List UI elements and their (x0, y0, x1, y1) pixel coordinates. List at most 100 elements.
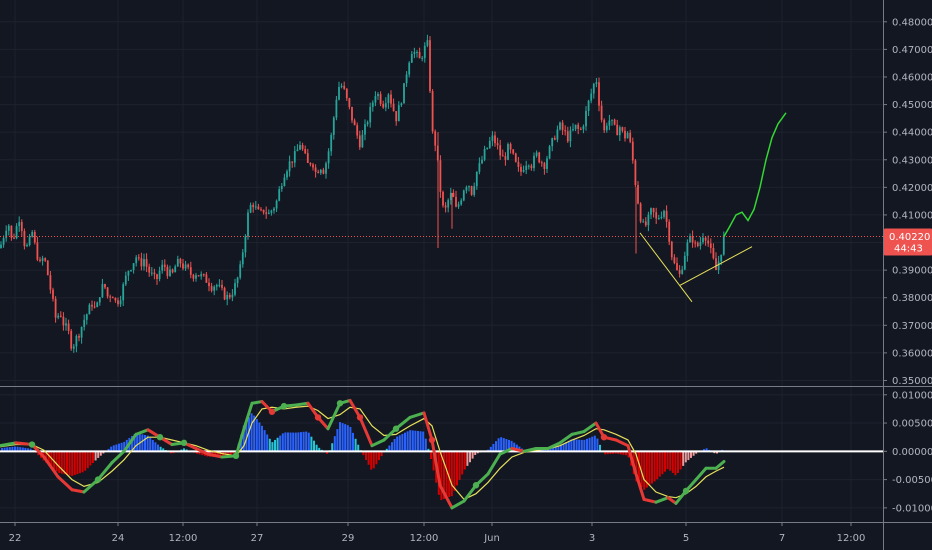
histogram-bar (131, 435, 133, 452)
candle-body (340, 85, 343, 88)
candle-body (387, 94, 390, 104)
candle-body (369, 106, 372, 123)
candle-body (504, 156, 507, 160)
candle-body (377, 94, 379, 97)
histogram-bar (578, 439, 581, 452)
candle-body (215, 285, 218, 287)
candle-body (676, 263, 678, 271)
candle-body (265, 212, 268, 214)
histogram-bar (71, 451, 74, 476)
cross-dot (232, 452, 240, 460)
histogram-bar (573, 439, 575, 452)
candle-body (702, 237, 704, 243)
candle-body (145, 259, 148, 267)
candle-body (473, 186, 476, 195)
histogram-bar (297, 432, 300, 452)
histogram-bar (92, 451, 94, 463)
fast-line-segment (546, 441, 562, 450)
candle-body (57, 315, 60, 318)
histogram-bar (648, 451, 651, 486)
candle-body (691, 236, 694, 243)
candle-body (686, 242, 689, 256)
candle-body (236, 277, 239, 284)
histogram-bar (495, 441, 497, 452)
histogram-bar (11, 446, 14, 452)
candle-body (720, 254, 723, 262)
histogram-bar (331, 443, 334, 452)
osc-y-tick-label: -0.01000 (892, 503, 932, 514)
histogram-bar (599, 444, 601, 452)
candle-body (335, 99, 338, 118)
osc-y-tick-label: 0.01000 (892, 390, 932, 401)
fast-line-segment (558, 432, 574, 445)
candle-body (452, 192, 455, 197)
y-tick-label: 0.46000 (892, 72, 932, 83)
candle-body (572, 129, 574, 131)
fast-line-segment (96, 461, 114, 482)
fast-line-segment (498, 446, 514, 456)
histogram-bar (515, 444, 518, 452)
histogram-bar (406, 431, 409, 452)
histogram-bar (201, 451, 204, 456)
candle-body (210, 286, 213, 291)
candle-body (10, 225, 13, 238)
histogram-bar (651, 451, 653, 484)
candle-body (213, 286, 216, 291)
candle-body (5, 230, 8, 239)
candle-body (613, 119, 616, 125)
candle-body (413, 52, 416, 55)
histogram-bar (424, 438, 427, 452)
histogram-bar (154, 442, 157, 452)
candle-body (111, 297, 114, 299)
histogram-bar (502, 438, 505, 452)
histogram-bar (107, 448, 110, 452)
candle-body (197, 275, 200, 277)
histogram-bar (658, 451, 661, 477)
candle-body (699, 242, 702, 246)
candle-body (267, 212, 270, 214)
candle-body (247, 212, 249, 237)
candle-body (379, 94, 382, 104)
candle-body (426, 40, 429, 46)
histogram-bar (50, 451, 53, 468)
y-tick-label: 0.44000 (892, 128, 932, 139)
histogram-bar (250, 413, 253, 452)
histogram-bar (489, 446, 492, 452)
candle-body (657, 218, 660, 220)
candle-body (330, 134, 333, 152)
candle-body (626, 132, 629, 139)
histogram-bar (352, 432, 354, 452)
histogram-bar (58, 451, 61, 473)
fast-line-segment (522, 446, 538, 453)
candle-body (52, 289, 54, 299)
candle-body (288, 161, 291, 172)
candle-body (366, 122, 369, 125)
candle-body (2, 238, 5, 245)
candle-body (418, 51, 421, 59)
candle-body (465, 187, 468, 191)
histogram-bar (302, 431, 305, 452)
candle-body (239, 264, 242, 278)
histogram-bar (99, 451, 102, 456)
candle-body (195, 275, 197, 279)
histogram-bar (450, 451, 453, 497)
histogram-bar (448, 451, 451, 498)
candle-body (166, 266, 169, 276)
histogram-bar (24, 447, 27, 452)
histogram-bar (47, 451, 50, 465)
x-tick-label: 5 (683, 533, 689, 544)
candle-body (434, 131, 437, 146)
candle-body (80, 326, 83, 338)
candle-body (306, 153, 309, 163)
candle-body (520, 166, 522, 172)
candle-body (338, 87, 340, 100)
histogram-bar (118, 443, 120, 452)
x-tick-label: 3 (589, 533, 595, 544)
histogram-bar (497, 438, 500, 452)
fast-line-segment (422, 411, 434, 442)
histogram-bar (463, 451, 466, 470)
histogram-bar (362, 451, 365, 456)
fast-line-segment (294, 401, 310, 407)
